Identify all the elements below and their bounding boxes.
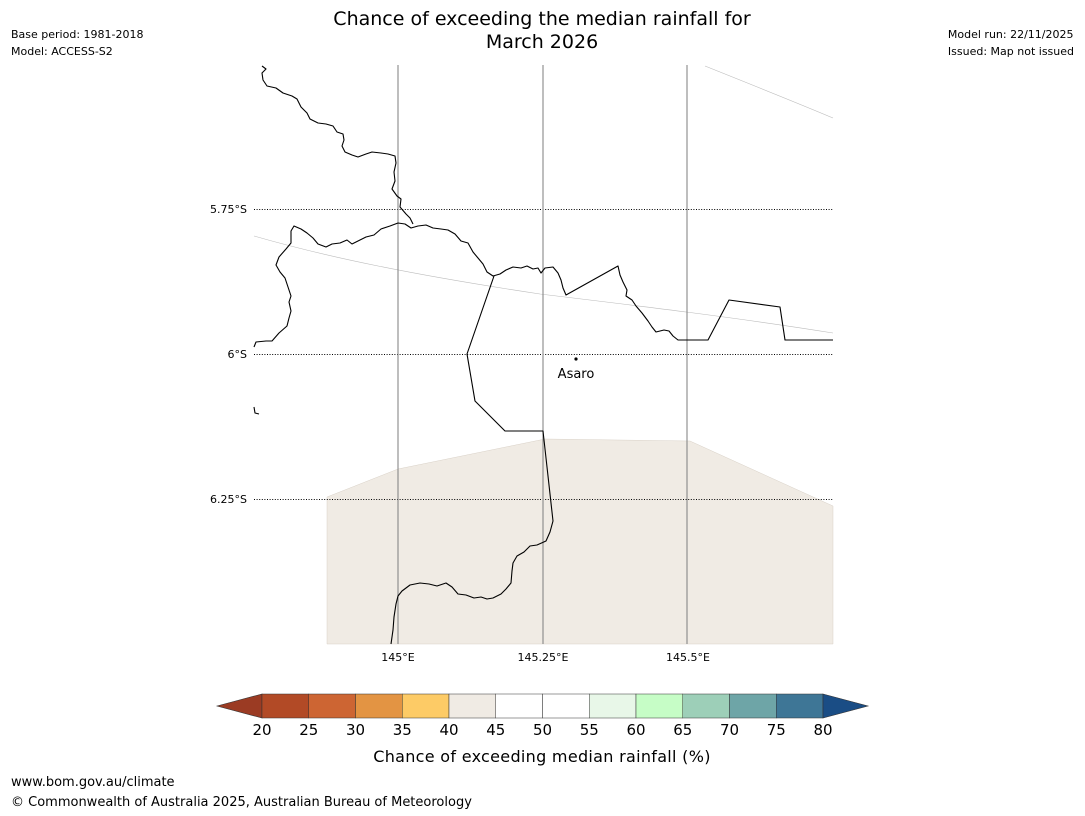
title-line-2: March 2026 <box>485 31 599 53</box>
colorbar-tick-label: 30 <box>346 721 365 739</box>
latitude-label: 5.75°S <box>210 203 247 216</box>
colorbar-segment <box>542 693 590 719</box>
meta-left: Base period: 1981-2018 Model: ACCESS-S2 <box>11 26 143 60</box>
colorbar-segment <box>448 693 496 719</box>
colorbar-tick-label: 80 <box>813 721 832 739</box>
title-line-1: Chance of exceeding the median rainfall … <box>333 8 751 30</box>
colorbar-tick-label: 75 <box>767 721 786 739</box>
colorbar-segment <box>308 693 356 719</box>
colorbar-segment <box>682 693 730 719</box>
colorbar-segment <box>261 693 309 719</box>
colorbar-title: Chance of exceeding median rainfall (%) <box>373 747 711 766</box>
longitude-label: 145.25°E <box>518 651 569 664</box>
boundary-lines <box>253 65 833 645</box>
colorbar-segment <box>776 693 824 719</box>
colorbar-tick-label: 65 <box>673 721 692 739</box>
colorbar-tick-label: 40 <box>439 721 458 739</box>
colorbar-tick-label: 70 <box>720 721 739 739</box>
website-text: www.bom.gov.au/climate <box>11 775 175 790</box>
base-period-text: Base period: 1981-2018 <box>11 28 144 41</box>
latitude-label: 6°S <box>228 348 247 361</box>
issued-text: Issued: Map not issued <box>947 45 1074 58</box>
boundary-fragment-west <box>253 406 260 415</box>
meta-right: Model run: 22/11/2025 Issued: Map not is… <box>948 26 1074 60</box>
colorbar-extend-low <box>215 693 263 719</box>
model-run-text: Model run: 22/11/2025 <box>947 28 1074 41</box>
colorbar-segments <box>261 693 824 719</box>
shaded-probability-region <box>326 438 834 645</box>
colorbar-segment <box>589 693 637 719</box>
longitude-label: 145°E <box>381 651 414 664</box>
colorbar-segment <box>495 693 543 719</box>
place-label: Asaro <box>558 367 595 382</box>
colorbar-tick-label: 20 <box>252 721 271 739</box>
colorbar-segment <box>729 693 777 719</box>
colorbar-segment <box>635 693 683 719</box>
projection-arc-upper <box>704 65 834 119</box>
colorbar: 20 25 30 35 40 45 50 55 60 65 70 75 80 Chance of exc… <box>215 693 870 766</box>
colorbar-tick-label: 50 <box>533 721 552 739</box>
boundary-south <box>390 275 554 645</box>
colorbar-tick-label: 35 <box>393 721 412 739</box>
colorbar-tick-label: 55 <box>580 721 599 739</box>
place-marker <box>574 357 578 361</box>
colorbar-extend-high <box>822 693 870 719</box>
colorbar-segment <box>402 693 450 719</box>
copyright-text: © Commonwealth of Australia 2025, Austra… <box>11 795 472 810</box>
colorbar-segment <box>355 693 403 719</box>
longitude-label: 145.5°E <box>666 651 710 664</box>
colorbar-tick-labels: 20 25 30 35 40 45 50 55 60 65 70 75 80 <box>252 721 832 739</box>
latitude-label: 6.25°S <box>210 493 247 506</box>
boundary-central <box>253 222 833 348</box>
boundary-north-river <box>261 65 414 225</box>
colorbar-tick-label: 60 <box>626 721 645 739</box>
colorbar-tick-label: 45 <box>486 721 505 739</box>
map-title: Chance of exceeding the median rainfall … <box>292 8 792 54</box>
model-text: Model: ACCESS-S2 <box>11 45 113 58</box>
colorbar-tick-label: 25 <box>299 721 318 739</box>
projection-arc-middle <box>253 235 834 334</box>
